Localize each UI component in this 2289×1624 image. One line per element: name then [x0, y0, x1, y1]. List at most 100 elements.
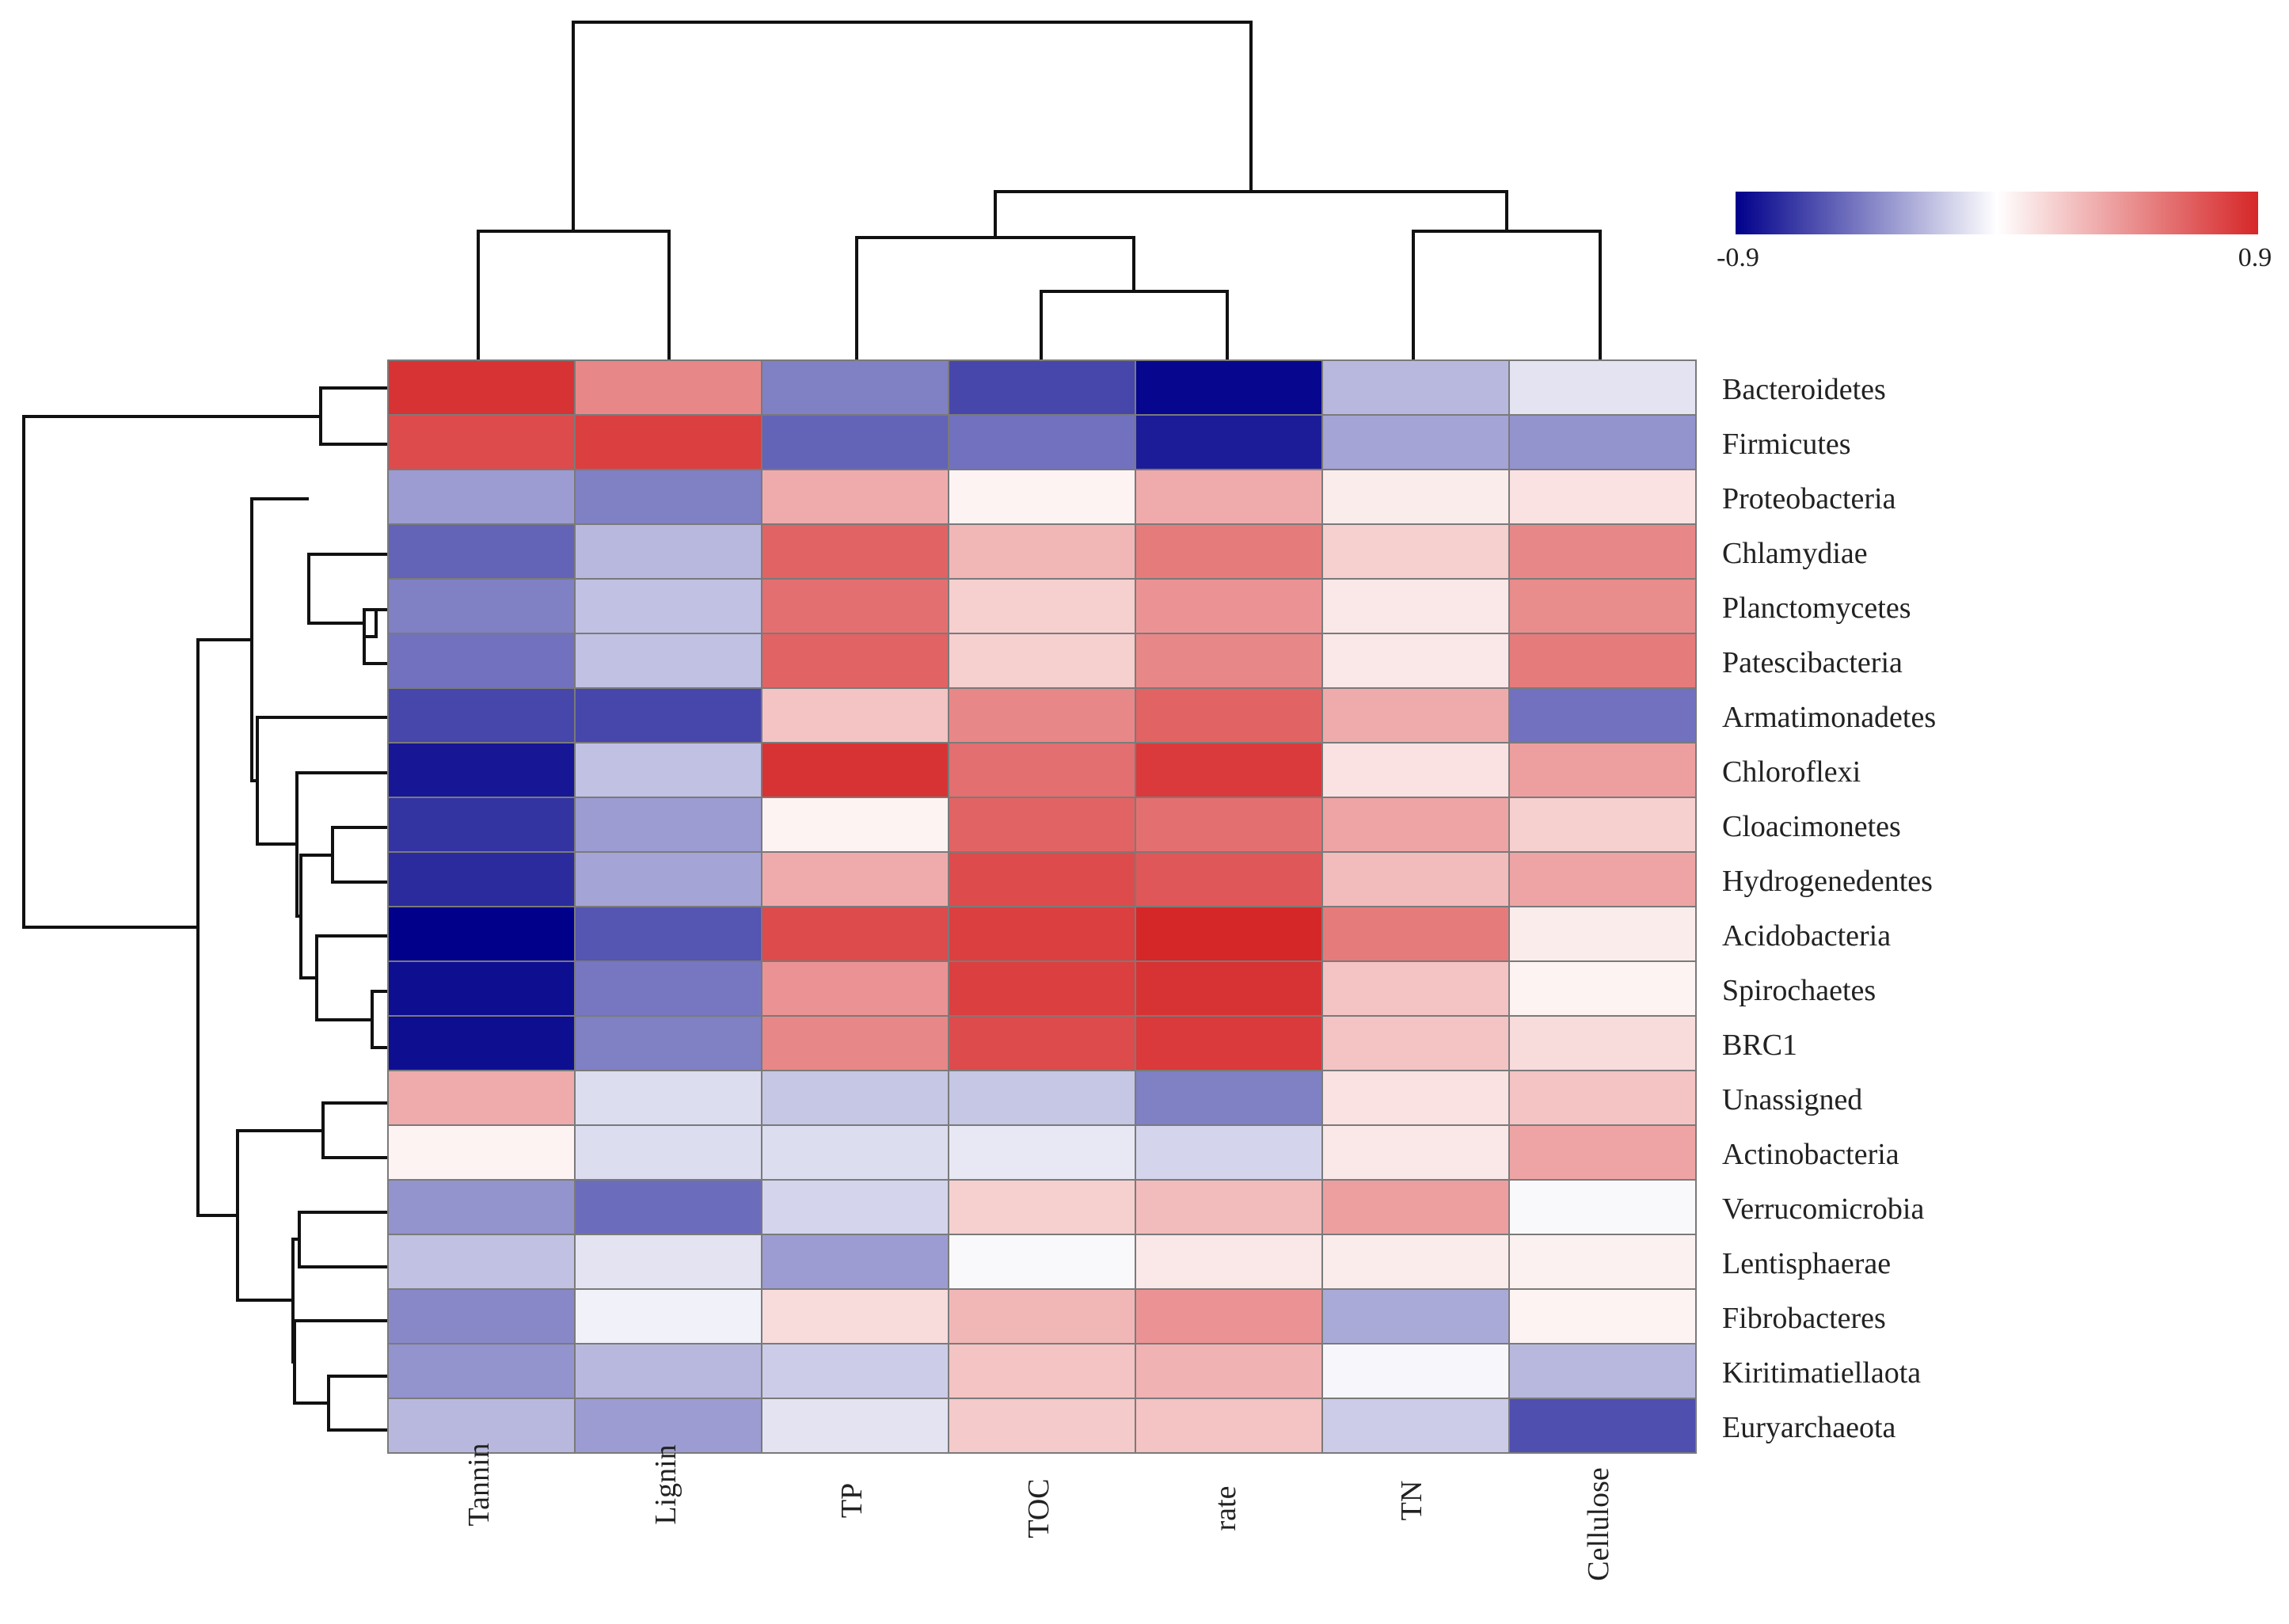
heatmap-cell-Kiritimatiellaota-TP: [761, 1343, 949, 1399]
heatmap-cell-Lentisphaerae-Tannin: [387, 1234, 576, 1290]
column-label: TP: [835, 1483, 869, 1518]
color-scale-legend: -0.9 0.9: [1717, 192, 2272, 272]
heatmap-cell-Actinobacteria-TN: [1321, 1124, 1510, 1181]
heatmap-cell-Armatimonadetes-TOC: [948, 687, 1136, 744]
color-scale-min-label: -0.9: [1717, 243, 1759, 272]
row-label: Unassigned: [1722, 1083, 1862, 1116]
heatmap-cell-Hydrogenedentes-TOC: [948, 851, 1136, 907]
heatmap-cell-Actinobacteria-TOC: [948, 1124, 1136, 1181]
row-label: Hydrogenedentes: [1722, 865, 1933, 898]
heatmap-cell-Fibrobacteres-Lignin: [574, 1288, 762, 1344]
heatmap-cell-Firmicutes-rate: [1135, 414, 1323, 470]
heatmap-cell-Proteobacteria-TP: [761, 469, 949, 525]
heatmap-cell-Chlamydiae-TN: [1321, 523, 1510, 580]
heatmap-cell-Euryarchaeota-TP: [761, 1398, 949, 1454]
heatmap-cell-Euryarchaeota-TOC: [948, 1398, 1136, 1454]
heatmap-cell-Hydrogenedentes-Tannin: [387, 851, 576, 907]
heatmap-cell-Unassigned-Cellulose: [1508, 1070, 1697, 1126]
color-scale-bar: [1736, 192, 2258, 234]
row-labels: Bacteroidetes Firmicutes Proteobacteria …: [1722, 373, 1936, 1444]
heatmap-cell-Unassigned-rate: [1135, 1070, 1323, 1126]
heatmap-cell-Acidobacteria-Lignin: [574, 906, 762, 962]
heatmap-cell-Unassigned-Tannin: [387, 1070, 576, 1126]
row-label: BRC1: [1722, 1029, 1797, 1062]
heatmap-cell-Unassigned-TP: [761, 1070, 949, 1126]
heatmap-cell-Cloacimonetes-TOC: [948, 797, 1136, 853]
heatmap-cell-Chloroflexi-Tannin: [387, 742, 576, 798]
heatmap-cell-Firmicutes-TN: [1321, 414, 1510, 470]
row-label: Spirochaetes: [1722, 974, 1876, 1007]
heatmap-cell-Chlamydiae-TP: [761, 523, 949, 580]
heatmap-cell-Hydrogenedentes-rate: [1135, 851, 1323, 907]
row-label: Chlamydiae: [1722, 537, 1868, 570]
heatmap-cell-Proteobacteria-TOC: [948, 469, 1136, 525]
heatmap-cell-Verrucomicrobia-TOC: [948, 1179, 1136, 1235]
heatmap-cell-Spirochaetes-Tannin: [387, 960, 576, 1017]
heatmap-cell-BRC1-TP: [761, 1015, 949, 1071]
heatmap-cell-Euryarchaeota-rate: [1135, 1398, 1323, 1454]
heatmap-cell-Chlamydiae-TOC: [948, 523, 1136, 580]
heatmap-cell-Euryarchaeota-Lignin: [574, 1398, 762, 1454]
heatmap-cell-Fibrobacteres-Cellulose: [1508, 1288, 1697, 1344]
heatmap-cell-Spirochaetes-TN: [1321, 960, 1510, 1017]
heatmap-cell-BRC1-TOC: [948, 1015, 1136, 1071]
heatmap-cell-Planctomycetes-Tannin: [387, 578, 576, 634]
heatmap-cell-Actinobacteria-TP: [761, 1124, 949, 1181]
column-label: Tannin: [462, 1443, 496, 1527]
heatmap-cell-Patescibacteria-Cellulose: [1508, 633, 1697, 689]
heatmap-cell-Chloroflexi-TP: [761, 742, 949, 798]
heatmap-cell-Proteobacteria-rate: [1135, 469, 1323, 525]
heatmap-cell-Acidobacteria-Cellulose: [1508, 906, 1697, 962]
heatmap-cell-Spirochaetes-TOC: [948, 960, 1136, 1017]
heatmap-cell-Planctomycetes-TOC: [948, 578, 1136, 634]
heatmap-cell-Kiritimatiellaota-rate: [1135, 1343, 1323, 1399]
heatmap-cell-Firmicutes-TOC: [948, 414, 1136, 470]
heatmap-cell-Patescibacteria-Tannin: [387, 633, 576, 689]
heatmap-cells: [387, 359, 1697, 1454]
heatmap-cell-Fibrobacteres-Tannin: [387, 1288, 576, 1344]
heatmap-cell-Actinobacteria-Cellulose: [1508, 1124, 1697, 1181]
heatmap-cell-Verrucomicrobia-Lignin: [574, 1179, 762, 1235]
heatmap-cell-Proteobacteria-TN: [1321, 469, 1510, 525]
heatmap-cell-Lentisphaerae-TOC: [948, 1234, 1136, 1290]
heatmap-cell-Cloacimonetes-Cellulose: [1508, 797, 1697, 853]
heatmap-cell-Euryarchaeota-Tannin: [387, 1398, 576, 1454]
heatmap-cell-Cloacimonetes-TP: [761, 797, 949, 853]
heatmap-cell-Chloroflexi-TN: [1321, 742, 1510, 798]
column-label: TOC: [1022, 1478, 1055, 1538]
heatmap-cell-Fibrobacteres-rate: [1135, 1288, 1323, 1344]
heatmap-cell-Unassigned-Lignin: [574, 1070, 762, 1126]
heatmap-cell-Chloroflexi-TOC: [948, 742, 1136, 798]
heatmap-cell-Patescibacteria-TP: [761, 633, 949, 689]
row-label: Verrucomicrobia: [1722, 1192, 1924, 1226]
heatmap-cell-Lentisphaerae-TN: [1321, 1234, 1510, 1290]
heatmap-cell-Chlamydiae-Tannin: [387, 523, 576, 580]
heatmap-cell-Patescibacteria-rate: [1135, 633, 1323, 689]
heatmap-cell-Bacteroidetes-rate: [1135, 359, 1323, 416]
heatmap-cell-Cloacimonetes-Lignin: [574, 797, 762, 853]
heatmap-cell-Cloacimonetes-TN: [1321, 797, 1510, 853]
color-scale-max-label: 0.9: [2238, 243, 2272, 272]
row-label: Patescibacteria: [1722, 646, 1903, 679]
heatmap-cell-Firmicutes-Cellulose: [1508, 414, 1697, 470]
heatmap-cell-Fibrobacteres-TP: [761, 1288, 949, 1344]
heatmap-cell-Chloroflexi-Cellulose: [1508, 742, 1697, 798]
heatmap-cell-Hydrogenedentes-TP: [761, 851, 949, 907]
heatmap-cell-Armatimonadetes-TP: [761, 687, 949, 744]
heatmap-cell-Hydrogenedentes-TN: [1321, 851, 1510, 907]
heatmap-cell-Kiritimatiellaota-Lignin: [574, 1343, 762, 1399]
heatmap-cell-Acidobacteria-TOC: [948, 906, 1136, 962]
heatmap-cell-Armatimonadetes-Cellulose: [1508, 687, 1697, 744]
heatmap-cell-Euryarchaeota-Cellulose: [1508, 1398, 1697, 1454]
heatmap-cell-Proteobacteria-Tannin: [387, 469, 576, 525]
heatmap-cell-BRC1-Tannin: [387, 1015, 576, 1071]
heatmap-cell-Lentisphaerae-TP: [761, 1234, 949, 1290]
row-label: Actinobacteria: [1722, 1138, 1899, 1171]
heatmap-cell-Bacteroidetes-Tannin: [387, 359, 576, 416]
heatmap-cell-Firmicutes-Lignin: [574, 414, 762, 470]
row-label: Chloroflexi: [1722, 755, 1861, 789]
row-label: Armatimonadetes: [1722, 701, 1936, 734]
heatmap-cell-Chlamydiae-Cellulose: [1508, 523, 1697, 580]
heatmap-cell-Verrucomicrobia-TP: [761, 1179, 949, 1235]
heatmap-cell-Spirochaetes-rate: [1135, 960, 1323, 1017]
